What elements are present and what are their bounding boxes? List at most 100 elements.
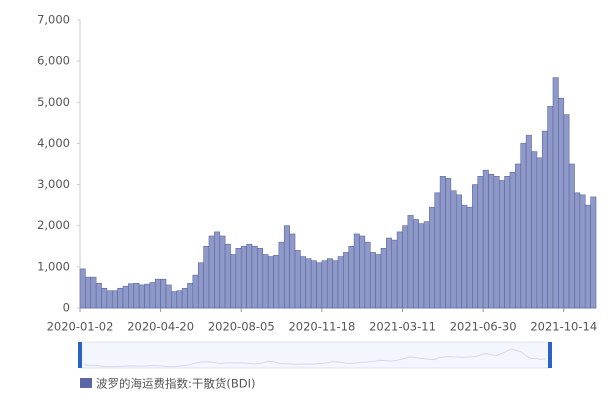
bar [79, 268, 86, 309]
bar [348, 245, 355, 309]
bar [262, 254, 269, 309]
legend-swatch [80, 378, 92, 388]
bar [466, 206, 473, 309]
bar [439, 176, 446, 309]
bar [574, 192, 581, 309]
bar [117, 287, 124, 309]
bar [396, 231, 403, 309]
bar [240, 245, 247, 309]
bar [122, 285, 129, 309]
bar [278, 241, 285, 309]
bar [536, 157, 543, 309]
bar [305, 258, 312, 309]
bar [197, 262, 204, 309]
bar [584, 204, 591, 309]
bar [332, 260, 339, 309]
bar [498, 180, 505, 309]
x-tick-label: 2021-10-14 [530, 320, 597, 334]
bar [203, 245, 210, 309]
y-tick-label: 4,000 [37, 136, 70, 150]
bar [321, 260, 328, 309]
bar [283, 225, 290, 309]
bar [568, 163, 575, 309]
bar [224, 243, 231, 309]
bar [235, 248, 242, 309]
bar [165, 284, 172, 309]
bar [552, 77, 559, 309]
y-tick-label: 2,000 [37, 218, 70, 232]
x-tick-label: 2020-08-05 [208, 320, 275, 334]
bar [171, 291, 178, 309]
bar [482, 169, 489, 309]
bar [364, 241, 371, 309]
bar [337, 256, 344, 309]
bar [407, 215, 414, 309]
bar [343, 252, 350, 309]
bar [579, 194, 586, 309]
x-tick-label: 2021-06-30 [450, 320, 517, 334]
bar [369, 252, 376, 309]
bar [493, 176, 500, 309]
y-tick-label: 5,000 [37, 95, 70, 109]
bar [106, 290, 113, 309]
bar [246, 243, 253, 309]
bar [434, 192, 441, 309]
bar [144, 283, 151, 309]
bar [294, 250, 301, 309]
bar [273, 255, 280, 309]
bar [380, 248, 387, 309]
overview-line [84, 348, 546, 368]
bar [541, 130, 548, 309]
x-tick-label: 2020-11-18 [288, 320, 355, 334]
bar [558, 97, 565, 309]
bar [257, 248, 264, 309]
y-tick-label: 0 [63, 301, 70, 315]
bar [520, 143, 527, 309]
bar [353, 233, 360, 309]
bar [251, 245, 258, 309]
bar [375, 254, 382, 309]
bar [160, 278, 167, 309]
bar [477, 176, 484, 309]
bar [412, 219, 419, 309]
bar [300, 256, 307, 309]
bar [85, 276, 92, 309]
legend-label: 波罗的海运费指数:干散货(BDI) [96, 377, 255, 391]
y-tick-label: 6,000 [37, 54, 70, 68]
x-tick-label: 2020-04-20 [127, 320, 194, 334]
bar [219, 235, 226, 309]
bar [192, 274, 199, 309]
bar [504, 176, 511, 309]
zoom-handle[interactable] [78, 342, 82, 368]
bar [391, 239, 398, 309]
bar [187, 283, 194, 309]
bar [176, 290, 183, 309]
bar [111, 290, 118, 309]
bar [267, 256, 274, 309]
bar [310, 260, 317, 309]
x-tick-label: 2021-03-11 [369, 320, 436, 334]
bar [509, 171, 516, 309]
zoom-handle[interactable] [548, 342, 552, 368]
bar [326, 258, 333, 309]
y-tick-label: 3,000 [37, 177, 70, 191]
bar [101, 287, 108, 309]
bar [138, 284, 145, 309]
bar [402, 225, 409, 309]
bar [455, 194, 462, 309]
bar [386, 237, 393, 309]
bar [418, 223, 425, 309]
y-tick-label: 7,000 [37, 13, 70, 27]
bar [531, 151, 538, 309]
bar [472, 184, 479, 309]
bar [359, 235, 366, 309]
bar [563, 114, 570, 309]
bar [181, 287, 188, 309]
bar [128, 283, 135, 309]
bar [154, 278, 161, 309]
bar [461, 204, 468, 309]
bar [429, 206, 436, 309]
bar [316, 262, 323, 309]
